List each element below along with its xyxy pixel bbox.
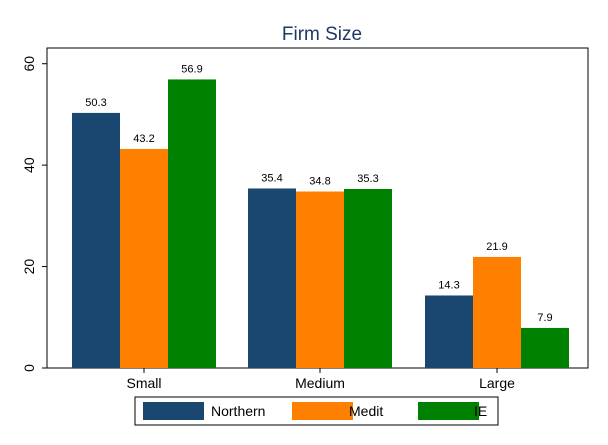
legend-label-northern: Northern xyxy=(211,403,265,419)
data-label-large-northern: 14.3 xyxy=(438,279,459,291)
category-labels-group: Small Medium Large xyxy=(126,368,515,391)
legend-swatch-ie xyxy=(418,402,479,420)
bar-small-northern xyxy=(72,112,120,369)
legend-swatch-medit xyxy=(292,402,353,420)
data-label-small-medit: 43.2 xyxy=(133,133,154,145)
y-axis: 0 20 40 60 xyxy=(21,56,47,372)
y-tick-label-40: 40 xyxy=(21,157,37,173)
y-tick-label-60: 60 xyxy=(21,56,37,72)
bar-medium-northern xyxy=(248,188,296,368)
data-label-large-ie: 7.9 xyxy=(537,312,552,324)
bar-small-medit xyxy=(120,148,168,368)
bar-medium-medit xyxy=(296,191,344,368)
bar-large-ie xyxy=(521,327,569,368)
bar-medium-ie xyxy=(344,188,392,368)
data-label-medium-medit: 34.8 xyxy=(309,176,330,188)
data-label-small-northern: 50.3 xyxy=(85,97,106,109)
data-label-large-medit: 21.9 xyxy=(486,241,507,253)
y-tick-label-0: 0 xyxy=(21,364,37,372)
bars-group xyxy=(72,79,569,369)
bar-large-northern xyxy=(425,295,473,368)
x-tick-label-large: Large xyxy=(479,375,515,391)
chart-title: Firm Size xyxy=(282,24,362,45)
data-label-medium-northern: 35.4 xyxy=(261,172,282,184)
bar-large-medit xyxy=(473,256,521,368)
y-tick-label-20: 20 xyxy=(21,259,37,275)
legend-label-ie: IE xyxy=(474,403,487,419)
legend-swatch-northern xyxy=(143,402,204,420)
data-labels-group: 50.3 43.2 56.9 35.4 34.8 35.3 14.3 21.9 7.9 xyxy=(85,63,552,324)
legend-label-medit: Medit xyxy=(349,403,383,419)
data-label-small-ie: 56.9 xyxy=(181,63,202,75)
legend: Northern Medit IE xyxy=(134,396,499,426)
x-tick-label-small: Small xyxy=(126,375,161,391)
bar-small-ie xyxy=(168,79,216,368)
data-label-medium-ie: 35.3 xyxy=(357,173,378,185)
x-tick-label-medium: Medium xyxy=(295,375,345,391)
